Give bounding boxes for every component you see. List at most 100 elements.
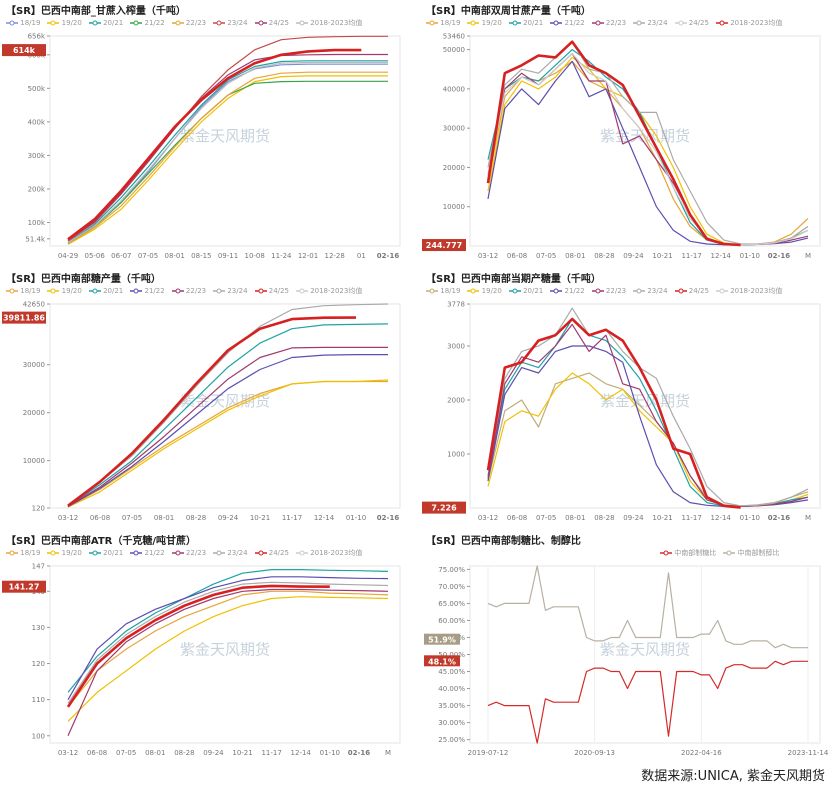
x-tick-label: 11-17 — [681, 252, 701, 260]
x-tick-label: 12-14 — [291, 749, 312, 757]
legend-entry: 23/24 — [213, 287, 248, 295]
legend-label: 24/25 — [268, 549, 289, 557]
legend-label: 18/19 — [20, 549, 41, 557]
plot-frame — [469, 303, 821, 509]
series-line — [66, 584, 330, 708]
series-line — [487, 307, 809, 507]
series-line — [67, 63, 388, 242]
legend-label: 22/23 — [605, 19, 627, 27]
series-line — [67, 581, 389, 704]
x-tick-label: 07-05 — [122, 514, 142, 522]
x-tick-label: 09-24 — [218, 514, 239, 522]
legend-label: 20/21 — [103, 19, 124, 27]
legend-biweekly-sugar: 18/19 19/20 20/21 21/22 22/23 23/24 24/2… — [426, 286, 789, 298]
legend-entry: 24/25 — [254, 287, 289, 295]
y-tick-label: 200k — [28, 185, 46, 193]
x-tick-label: 01-10 — [740, 514, 760, 522]
y-tick-label: 20000 — [443, 164, 465, 172]
current-value-label: 39811.86 — [3, 314, 45, 323]
legend-entry: 20/21 — [88, 287, 123, 295]
chart-title-biweekly: 【SR】中南部双周甘蔗产量（千吨） — [426, 6, 591, 17]
x-tick-label: 06-08 — [507, 252, 527, 260]
legend-label: 21/22 — [144, 549, 165, 557]
legend-entry: 2018-2023均值 — [295, 548, 362, 558]
series-line — [487, 660, 808, 744]
series-line — [487, 56, 809, 246]
legend-atr: 18/19 19/20 20/21 21/22 22/23 23/24 24/2… — [6, 548, 369, 560]
legend-label: 18/19 — [20, 19, 41, 27]
legend-entry: 21/22 — [130, 287, 165, 295]
panel-biweekly-sugar: 【SR】巴西中南部当期产糖量（千吨） 18/19 19/20 20/21 21/… — [420, 268, 835, 530]
watermark: 紫金天风期货 — [180, 392, 270, 410]
x-tick-label: 08-28 — [594, 252, 614, 260]
legend-entry: 23/24 — [633, 287, 668, 295]
x-tick-label: 01-10 — [740, 252, 760, 260]
x-tick-label: 07-05 — [536, 514, 556, 522]
x-tick-label: 06-07 — [111, 252, 131, 260]
legend-label: 18/19 — [440, 287, 461, 295]
y-tick-label: 3000 — [447, 343, 465, 351]
y-tick-label: 500k — [28, 85, 46, 93]
x-tick-label: 01 — [357, 252, 366, 260]
y-tick-label: 300k — [28, 152, 46, 160]
current-value-label: 614k — [13, 46, 36, 55]
y-tick-label: 75.00% — [438, 566, 465, 574]
x-tick-label: 06-08 — [87, 749, 107, 757]
legend-entry: 18/19 — [426, 287, 460, 295]
watermark: 紫金天风期货 — [600, 392, 690, 410]
legend-label: 2018-2023均值 — [730, 19, 783, 27]
x-tick-label: 06-08 — [507, 514, 527, 522]
y-tick-label: 50000 — [443, 46, 465, 54]
legend-entry: 18/19 — [6, 549, 40, 557]
legend-entry: 中南部制醇比 — [723, 548, 779, 558]
legend-entry: 19/20 — [47, 19, 82, 27]
series-line — [67, 346, 388, 507]
x-tick-label: 03-12 — [478, 252, 498, 260]
legend-entry: 18/19 — [6, 287, 40, 295]
y-tick-label: 65.00% — [438, 600, 465, 608]
legend-entry: 21/22 — [130, 19, 165, 27]
legend-entry: 22/23 — [171, 549, 206, 557]
legend-label: 21/22 — [564, 19, 585, 27]
x-tick-label: 08-01 — [565, 514, 585, 522]
legend-label: 19/20 — [61, 287, 82, 295]
legend-entry: 18/19 — [426, 19, 460, 27]
x-tick-label: 11-17 — [282, 514, 302, 522]
series-line — [67, 316, 357, 507]
legend-entry: 19/20 — [47, 287, 82, 295]
legend-label: 23/24 — [227, 287, 248, 295]
legend-entry: 18/19 — [6, 19, 40, 27]
x-tick-label: 08-01 — [154, 514, 174, 522]
y-tick-label: 60.00% — [438, 617, 465, 625]
chart-title-cane: 【SR】巴西中南部_甘蔗入榨量（千吨） — [6, 6, 186, 17]
chart-cane: 51.4k100k200k300k400k500k600k656k04-2905… — [2, 33, 401, 260]
legend-label: 21/22 — [564, 287, 585, 295]
x-tick-label: 03-12 — [58, 514, 78, 522]
legend-cane: 18/19 19/20 20/21 21/22 22/23 23/24 24/2… — [6, 18, 369, 30]
y-tick-label: 51.4k — [25, 235, 46, 243]
x-tick-label: 02-16 — [377, 252, 400, 260]
legend-entry: 19/20 — [467, 287, 502, 295]
x-tick-label: M — [805, 514, 811, 522]
x-tick-label: 09-24 — [203, 749, 224, 757]
x-tick-label: 09-24 — [623, 252, 644, 260]
panel-sugar: 【SR】巴西中南部糖产量（千吨） 18/19 19/20 20/21 21/22… — [0, 268, 415, 530]
legend-label: 21/22 — [144, 19, 165, 27]
y-tick-label: 42650 — [23, 301, 45, 309]
ethanol-mix-label: 51.9% — [428, 636, 456, 645]
x-tick-label: 2023-11-14 — [788, 749, 829, 757]
series-line — [486, 317, 741, 509]
legend-entry: 19/20 — [47, 549, 82, 557]
series-line — [67, 75, 388, 245]
x-tick-label: 03-12 — [478, 514, 498, 522]
x-tick-label: 12-14 — [314, 514, 335, 522]
legend-entry: 24/25 — [254, 549, 289, 557]
x-tick-label: 05-06 — [84, 252, 105, 260]
y-tick-label: 10000 — [23, 457, 45, 465]
legend-label: 18/19 — [20, 287, 41, 295]
x-tick-label: 06-08 — [90, 514, 110, 522]
legend-label: 中南部制糖比 — [674, 549, 717, 557]
x-tick-label: 07-05 — [536, 252, 556, 260]
chart-atr: 10011012013014014703-1206-0807-0508-0108… — [2, 563, 401, 757]
legend-label: 2018-2023均值 — [310, 287, 363, 295]
